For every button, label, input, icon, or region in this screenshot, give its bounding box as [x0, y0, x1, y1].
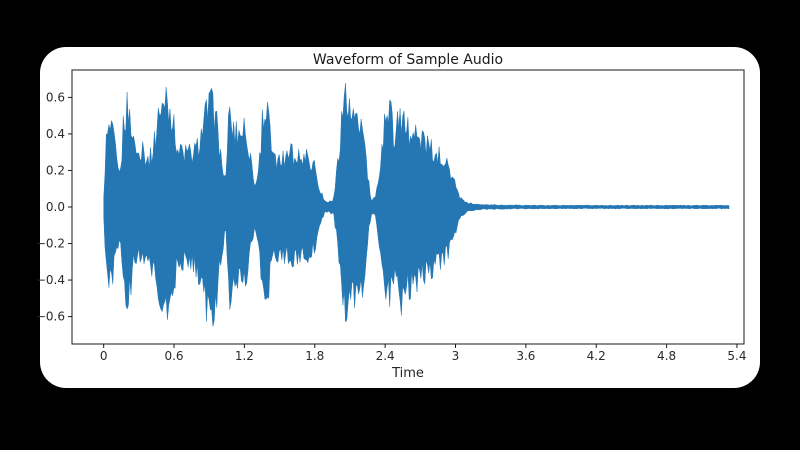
x-tick-label: 3 — [452, 349, 460, 363]
waveform-fill — [103, 83, 730, 327]
x-tick-label: 1.2 — [235, 349, 254, 363]
x-tick-label: 5.4 — [727, 349, 746, 363]
axis-ticks: 0 0.6 1.2 1.8 2.4 3 3.6 4.2 4.8 5.4 0.6 0.4 0.2 0.0 −0… — [36, 90, 747, 363]
y-tick-label: 0.0 — [46, 200, 65, 214]
waveform-series — [103, 83, 730, 327]
x-tick-label: 0.6 — [164, 349, 183, 363]
x-tick-label: 1.8 — [305, 349, 324, 363]
y-tick-label: −0.6 — [36, 310, 65, 324]
x-tick-label: 3.6 — [516, 349, 535, 363]
y-tick-label: 0.2 — [46, 163, 65, 177]
x-tick-label: 4.2 — [587, 349, 606, 363]
y-tick-label: 0.4 — [46, 127, 65, 141]
x-axis-label: Time — [391, 366, 424, 381]
y-tick-label: −0.2 — [36, 237, 65, 251]
chart-title: Waveform of Sample Audio — [313, 52, 503, 68]
x-tick-label: 0 — [100, 349, 108, 363]
y-tick-label: −0.4 — [36, 273, 65, 287]
y-tick-label: 0.6 — [46, 90, 65, 104]
x-tick-label: 4.8 — [657, 349, 676, 363]
x-tick-label: 2.4 — [376, 349, 395, 363]
